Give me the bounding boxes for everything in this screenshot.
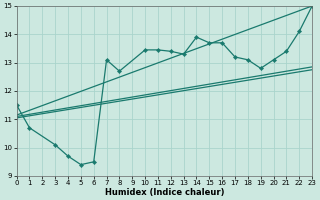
X-axis label: Humidex (Indice chaleur): Humidex (Indice chaleur) [105, 188, 224, 197]
